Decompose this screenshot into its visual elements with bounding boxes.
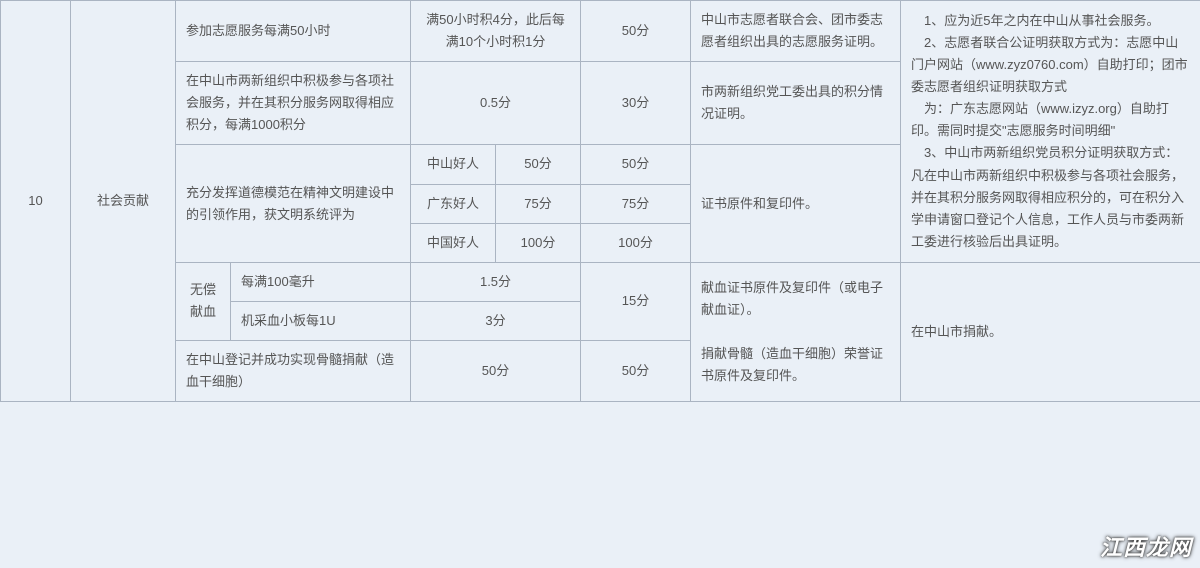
sub-label: 中山好人 [411,145,496,184]
desc-cell: 机采血小板每1U [231,301,411,340]
watermark: 江西龙网 [1100,530,1192,562]
desc-cell: 在中山登记并成功实现骨髓捐献（造血干细胞） [176,340,411,401]
rule-cell: 50分 [411,340,581,401]
notes-cell: 1、应为近5年之内在中山从事社会服务。 2、志愿者联合公证明获取方式为：志愿中山… [901,1,1200,263]
proof-cell: 中山市志愿者联合会、团市委志愿者组织出具的志愿服务证明。 [691,1,901,62]
sub-score: 75分 [496,184,581,223]
rule-cell: 0.5分 [411,62,581,145]
proof-text: 捐献骨髓（造血干细胞）荣誉证书原件及复印件。 [701,346,883,383]
note-cell: 在中山市捐献。 [901,262,1200,401]
desc-cell: 参加志愿服务每满50小时 [176,1,411,62]
rule-cell: 3分 [411,301,581,340]
max-cell: 100分 [581,223,691,262]
sub-label: 广东好人 [411,184,496,223]
max-cell: 50分 [581,145,691,184]
table-row: 10 社会贡献 参加志愿服务每满50小时 满50小时积4分，此后每满10个小时积… [1,1,1200,62]
rule-cell: 1.5分 [411,262,581,301]
table-row: 无偿献血 每满100毫升 1.5分 15分 献血证书原件及复印件（或电子献血证）… [1,262,1200,301]
rule-cell: 满50小时积4分，此后每满10个小时积1分 [411,1,581,62]
desc-cell: 在中山市两新组织中积极参与各项社会服务，并在其积分服务网取得相应积分，每满100… [176,62,411,145]
sub-label: 中国好人 [411,223,496,262]
proof-text: 献血证书原件及复印件（或电子献血证）。 [701,280,883,317]
max-cell: 15分 [581,262,691,340]
index-cell: 10 [1,1,71,402]
max-cell: 75分 [581,184,691,223]
proof-cell: 献血证书原件及复印件（或电子献血证）。捐献骨髓（造血干细胞）荣誉证书原件及复印件… [691,262,901,401]
proof-cell: 证书原件和复印件。 [691,145,901,262]
category-cell: 社会贡献 [71,1,176,402]
policy-table: 10 社会贡献 参加志愿服务每满50小时 满50小时积4分，此后每满10个小时积… [0,0,1200,402]
proof-cell: 市两新组织党工委出具的积分情况证明。 [691,62,901,145]
max-cell: 30分 [581,62,691,145]
desc-cell: 每满100毫升 [231,262,411,301]
group-label: 无偿献血 [176,262,231,340]
max-cell: 50分 [581,340,691,401]
desc-cell: 充分发挥道德模范在精神文明建设中的引领作用，获文明系统评为 [176,145,411,262]
sub-score: 50分 [496,145,581,184]
max-cell: 50分 [581,1,691,62]
sub-score: 100分 [496,223,581,262]
